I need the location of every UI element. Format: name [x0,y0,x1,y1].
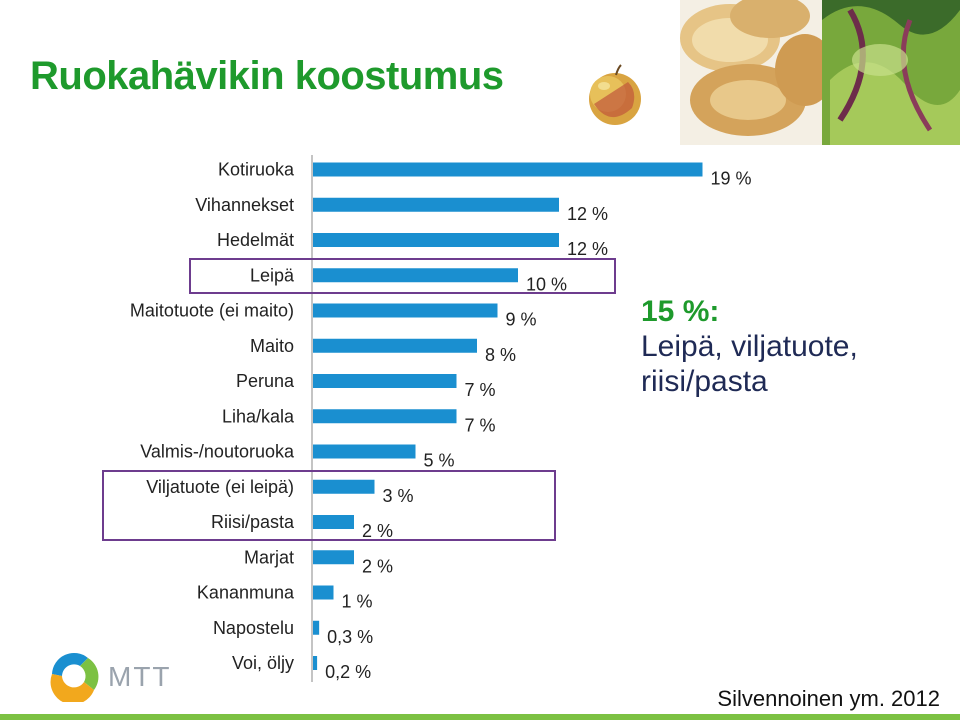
bars-group: Kotiruoka 19 % Vihannekset 12 % Hedelmät 12 %… [130,160,752,683]
highlight-box-leipa [189,258,616,294]
category-label: Maito [250,336,294,356]
bar-valmis-noutoruoka [313,444,416,459]
source-citation: Silvennoinen ym. 2012 [717,686,940,711]
value-label: 1 % [342,592,373,612]
category-label: Leipä [250,265,295,285]
logo-text: MTT [108,661,172,692]
category-label: Liha/kala [222,406,295,426]
callout: 15 %: Leipä, viljatuote, riisi/pasta [641,294,858,399]
bar-kotiruoka [313,162,703,177]
value-label: 8 % [485,345,516,365]
category-label: Riisi/pasta [211,512,295,532]
bar-voi-oljy [313,656,318,670]
callout-line-2: riisi/pasta [641,365,768,398]
food-photos [589,0,960,145]
highlight-box-viljatuote-riisi [102,470,556,541]
category-label: Kotiruoka [218,160,295,180]
value-label: 2 % [362,521,393,541]
category-label: Marjat [244,547,294,567]
value-label: 7 % [465,415,496,435]
bar-liha-kala [313,409,457,424]
bar-peruna [313,374,457,388]
category-label: Peruna [236,371,295,391]
value-label: 9 % [506,310,537,330]
category-label: Vihannekset [195,195,294,215]
apple-image [589,64,641,125]
value-label: 19 % [711,169,752,189]
category-label: Hedelmät [217,230,294,250]
category-label: Valmis-/noutoruoka [140,442,295,462]
salad-image [822,0,960,145]
bottom-band [0,714,960,720]
value-label: 12 % [567,204,608,224]
bar-riisi-pasta [313,515,354,529]
page-title: Ruokahävikin koostumus [30,54,504,98]
value-label: 7 % [465,380,496,400]
value-label: 5 % [424,451,455,471]
bread-image [680,0,835,145]
bar-viljatuote-ei-leipa [313,479,375,494]
callout-line-1: Leipä, viljatuote, [641,330,858,363]
bar-marjat [313,550,354,565]
bar-vihannekset [313,197,559,212]
category-label: Viljatuote (ei leipä) [146,477,294,497]
bar-leipa [313,268,518,283]
category-label: Voi, öljy [232,653,294,673]
bar-napostelu [313,620,320,635]
bar-maito [313,338,477,353]
value-label: 3 % [383,486,414,506]
bar-kananmuna [313,585,334,600]
category-label: Kananmuna [197,583,295,603]
value-label: 10 % [526,274,567,294]
value-label: 0,3 % [327,627,373,647]
category-label: Maitotuote (ei maito) [130,301,294,321]
value-label: 2 % [362,556,393,576]
category-label: Napostelu [213,618,294,638]
bar-maitotuote-ei-maito [313,303,498,318]
value-label: 0,2 % [325,662,371,682]
bar-hedelmat [313,233,559,247]
value-label: 12 % [567,239,608,259]
callout-percent: 15 %: [641,295,720,328]
mtt-logo-icon: MTT [50,652,172,702]
